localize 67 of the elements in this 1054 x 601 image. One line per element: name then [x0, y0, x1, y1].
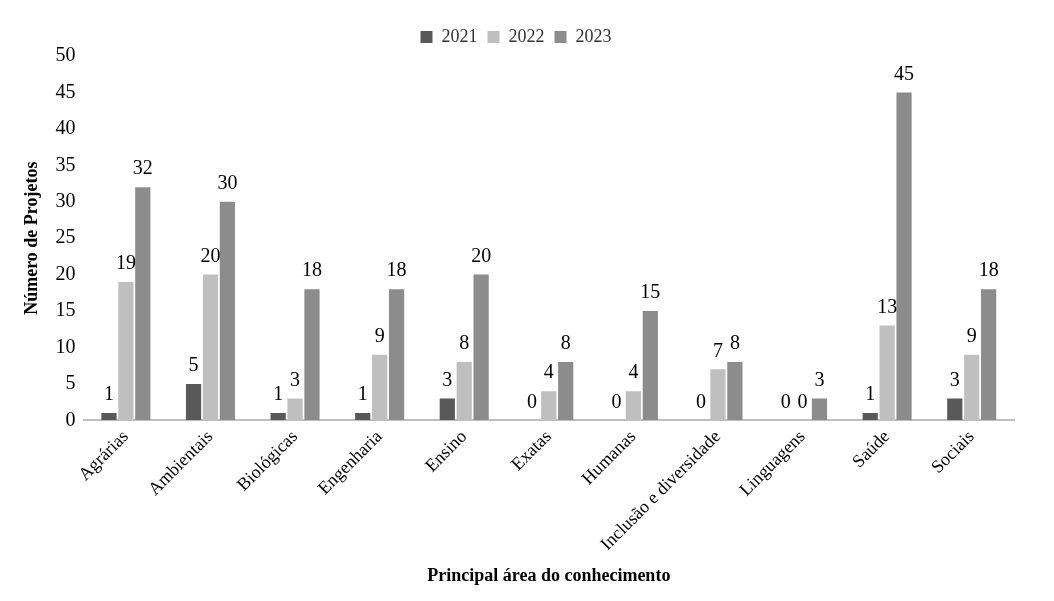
data-label: 20: [200, 243, 221, 266]
data-label: 7: [712, 338, 723, 361]
bar: [981, 289, 997, 421]
data-label: 9: [966, 324, 977, 346]
data-label: 9: [374, 324, 385, 346]
bar: [947, 398, 963, 421]
bar: [558, 362, 574, 421]
y-axis-title: Número de Projetos: [21, 161, 42, 315]
bar: [388, 289, 405, 421]
data-label: 3: [442, 367, 453, 390]
data-label: 0: [780, 389, 791, 412]
bar: [642, 311, 658, 421]
data-label: 8: [560, 331, 571, 354]
y-tick-label: 30: [55, 188, 76, 211]
bar: [355, 413, 371, 421]
data-label: 3: [949, 367, 960, 390]
y-tick-label: 45: [55, 79, 76, 102]
data-label: 4: [543, 360, 554, 383]
bar: [304, 289, 320, 421]
bar: [727, 362, 743, 421]
bar: [135, 187, 151, 421]
data-label: 1: [865, 382, 876, 405]
data-label: 5: [188, 353, 199, 376]
y-tick-label: 5: [65, 371, 76, 394]
data-label: 15: [640, 280, 661, 303]
data-label: 8: [459, 331, 470, 354]
legend-label: 2022: [508, 25, 545, 46]
data-label: 30: [217, 170, 238, 193]
y-tick-label: 10: [55, 334, 76, 357]
bar: [896, 92, 912, 421]
x-axis-title: Principal área do conhecimento: [427, 564, 671, 585]
data-label: 3: [814, 367, 825, 390]
y-tick-label: 50: [55, 43, 76, 66]
data-label: 0: [696, 389, 707, 412]
bar: [439, 398, 455, 421]
y-tick-label: 40: [55, 116, 76, 139]
data-label: 18: [386, 258, 407, 281]
data-label: 45: [894, 61, 915, 84]
data-label: 1: [273, 382, 284, 405]
legend-label: 2021: [441, 25, 478, 46]
data-label: 3: [290, 367, 301, 390]
data-label: 13: [877, 294, 898, 317]
bar: [185, 383, 202, 421]
data-label: 0: [526, 389, 537, 412]
data-label: 0: [797, 389, 808, 412]
y-tick-label: 20: [55, 261, 76, 284]
bar: [862, 413, 878, 421]
y-tick-label: 35: [55, 152, 76, 175]
y-tick-label: 0: [65, 407, 76, 430]
bar: [811, 398, 828, 421]
bar: [219, 201, 235, 421]
legend-label: 2023: [575, 25, 612, 46]
data-label: 1: [357, 382, 368, 405]
data-label: 0: [611, 389, 622, 412]
bar: [101, 413, 117, 421]
data-label: 18: [301, 258, 322, 281]
data-label: 19: [115, 251, 136, 274]
data-label: 18: [978, 258, 999, 281]
data-label: 20: [471, 243, 492, 266]
y-tick-label: 25: [55, 225, 76, 248]
data-label: 4: [628, 360, 639, 383]
data-label: 8: [729, 331, 740, 354]
y-tick-label: 15: [55, 298, 76, 321]
bar: [270, 413, 286, 421]
data-label: 32: [132, 156, 153, 179]
data-label: 1: [103, 382, 114, 405]
bar: [473, 274, 489, 421]
